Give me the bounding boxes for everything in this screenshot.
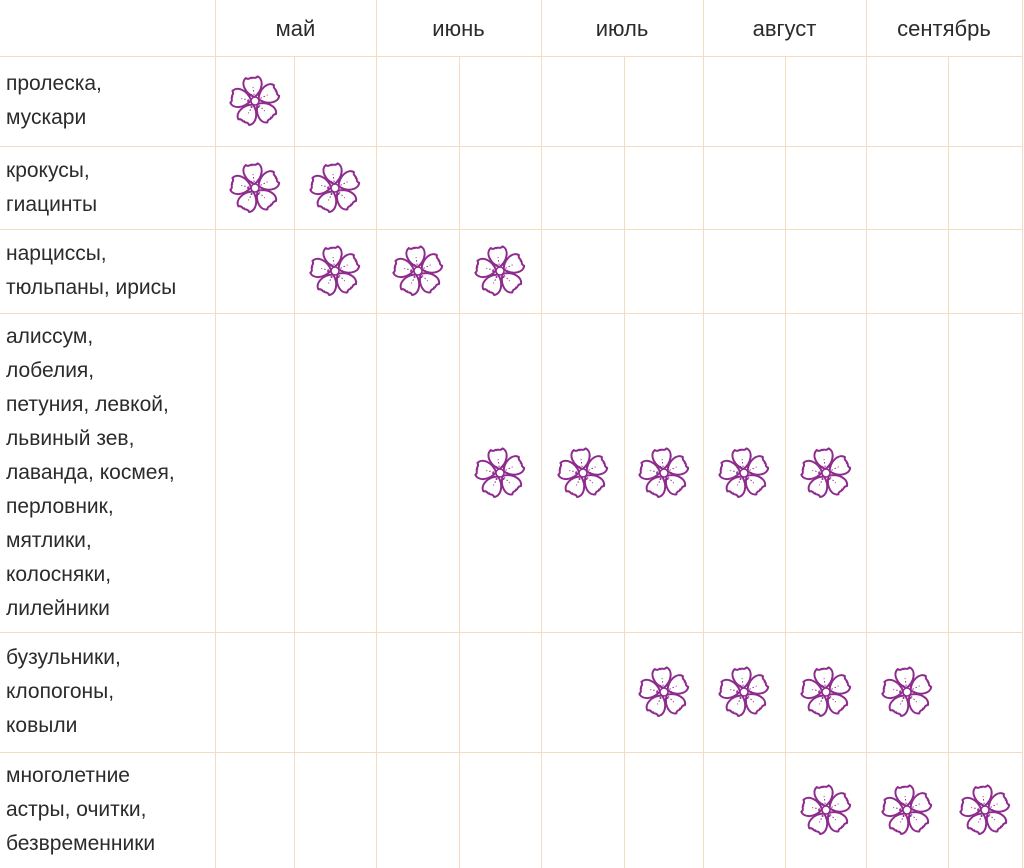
plant-name-line: петуния, левкой,: [6, 392, 169, 416]
grid-vertical-line: [624, 56, 625, 868]
grid-horizontal-line: [0, 146, 1022, 147]
month-header: сентябрь: [897, 16, 991, 41]
plant-row-label: крокусы, гиацинты: [6, 154, 211, 222]
grid-vertical-line: [541, 0, 542, 868]
grid-horizontal-line: [0, 313, 1022, 314]
flower-icon: [798, 445, 854, 501]
plant-row-label: алиссум, лобелия, петуния, левкой, львиный …: [6, 320, 211, 626]
plant-name-line: многолетние: [6, 764, 130, 787]
flower-icon: [555, 445, 611, 501]
flower-icon: [472, 243, 528, 299]
flower-icon: [798, 664, 854, 720]
grid-vertical-line: [215, 0, 216, 868]
flower-icon: [227, 160, 283, 216]
flower-icon: [307, 243, 363, 299]
flower-icon: [227, 73, 283, 129]
plant-row-label: бузульники, клопогоны, ковыли: [6, 641, 211, 743]
grid-vertical-line: [294, 56, 295, 868]
grid-vertical-line: [703, 0, 704, 868]
plant-name-line: астры, очитки,: [6, 798, 147, 821]
plant-name-line: тюльпаны, ирисы: [6, 276, 177, 299]
month-header: август: [752, 16, 817, 41]
plant-name-line: лобелия,: [6, 358, 95, 382]
flower-icon: [307, 160, 363, 216]
flower-icon: [716, 664, 772, 720]
plant-name-line: клопогоны,: [6, 680, 115, 703]
plant-name-line: перловник,: [6, 494, 114, 518]
month-header: июль: [595, 16, 649, 41]
plant-name-line: гиацинты: [6, 192, 98, 216]
plant-name-line: львиный зев,: [6, 426, 135, 450]
flower-icon: [636, 445, 692, 501]
flower-icon: [798, 782, 854, 838]
flower-icon: [716, 445, 772, 501]
plant-name-line: лилейники: [6, 596, 110, 620]
grid-vertical-line: [866, 0, 867, 868]
plant-row-label: пролеска, мускари: [6, 67, 211, 135]
flower-icon: [472, 445, 528, 501]
flower-icon: [957, 782, 1013, 838]
grid-vertical-line: [376, 0, 377, 868]
grid-vertical-line: [948, 56, 949, 868]
grid-horizontal-line: [0, 56, 1022, 57]
plant-name-line: нарциссы,: [6, 242, 107, 265]
flower-icon: [879, 664, 935, 720]
grid-horizontal-line: [0, 752, 1022, 753]
plant-name-line: крокусы,: [6, 158, 90, 182]
plant-name-line: мускари: [6, 106, 87, 129]
plant-name-line: пролеска,: [6, 72, 102, 95]
grid-vertical-line: [459, 56, 460, 868]
plant-name-line: ковыли: [6, 714, 78, 737]
plant-name-line: колосняки,: [6, 562, 112, 586]
flower-icon: [390, 243, 446, 299]
grid-vertical-line: [1022, 0, 1023, 868]
plant-name-line: безвременники: [6, 832, 156, 855]
plant-name-line: мятлики,: [6, 528, 92, 552]
month-header: май: [275, 16, 316, 41]
flower-icon: [879, 782, 935, 838]
grid-horizontal-line: [0, 632, 1022, 633]
plant-row-label: многолетние астры, очитки, безвременники: [6, 759, 211, 861]
grid-vertical-line: [785, 56, 786, 868]
flower-icon: [636, 664, 692, 720]
month-header: июнь: [432, 16, 485, 41]
plant-name-line: лаванда, космея,: [6, 460, 175, 484]
plant-name-line: алиссум,: [6, 324, 94, 348]
plant-name-line: бузульники,: [6, 646, 121, 669]
plant-row-label: нарциссы, тюльпаны, ирисы: [6, 237, 211, 305]
grid-horizontal-line: [0, 229, 1022, 230]
